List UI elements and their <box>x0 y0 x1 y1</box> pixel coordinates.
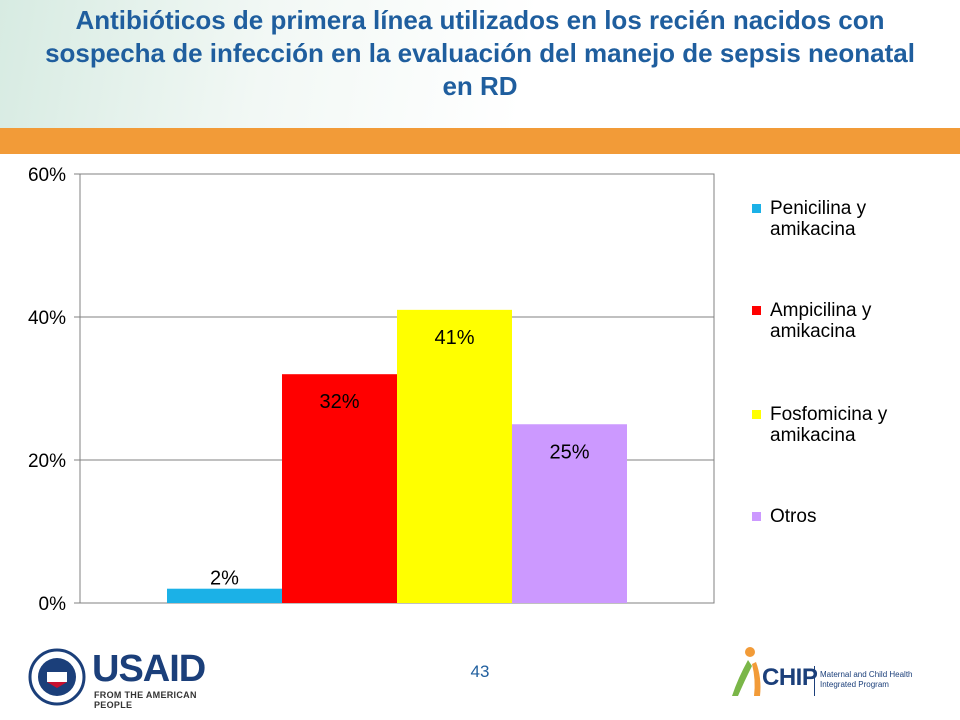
legend-label-line2: amikacina <box>770 321 856 342</box>
legend-label-line1: Otros <box>770 506 817 527</box>
mchip-wordmark: CHIP <box>762 664 818 691</box>
legend-swatch <box>752 410 761 419</box>
chart-bars <box>167 309 627 603</box>
usaid-wordmark: USAID <box>92 648 206 690</box>
legend-label-line1: Penicilina y <box>770 198 867 219</box>
bar-1 <box>167 588 282 603</box>
legend-label: Fosfomicina y amikacina <box>770 404 950 446</box>
usaid-tagline: FROM THE AMERICAN PEOPLE <box>94 690 197 710</box>
usaid-logo: USAID FROM THE AMERICAN PEOPLE <box>28 648 228 710</box>
legend-swatch <box>752 204 761 213</box>
legend-swatch <box>752 306 761 315</box>
bar-data-label: 41% <box>434 327 474 349</box>
mchip-figure-icon <box>732 647 761 696</box>
mchip-logo: CHIP Maternal and Child Health Integrate… <box>728 644 938 704</box>
bar-data-label: 32% <box>319 391 359 413</box>
legend-label-line1: Ampicilina y <box>770 300 872 321</box>
legend-label: Penicilina y amikacina <box>770 198 950 240</box>
chart-y-axis: 0% 20% 40% 60% <box>28 165 80 615</box>
legend-swatch <box>752 512 761 521</box>
bar-data-label: 25% <box>549 441 589 463</box>
y-tick-label: 20% <box>28 451 66 472</box>
header-background: Antibióticos de primera línea utilizados… <box>0 0 960 128</box>
chart-data-labels: 2% 32% 41% 25% <box>210 327 590 590</box>
y-tick-label: 40% <box>28 308 66 329</box>
legend-label: Otros <box>770 506 950 527</box>
slide-title: Antibióticos de primera línea utilizados… <box>45 5 915 101</box>
mchip-divider <box>814 666 815 696</box>
y-tick-label: 60% <box>28 165 66 186</box>
bar-chart: 2% 32% 41% 25% 0% 20% 40% 60% <box>28 165 715 615</box>
usaid-seal-icon <box>28 648 86 706</box>
legend-label: Ampicilina y amikacina <box>770 300 950 342</box>
legend-label-line1: Fosfomicina y <box>770 404 888 425</box>
bar-4 <box>512 424 627 603</box>
page-number: 43 <box>470 662 490 681</box>
bar-data-label: 2% <box>210 568 239 590</box>
legend-label-line2: amikacina <box>770 425 856 446</box>
bar-3 <box>397 309 512 603</box>
mchip-tagline: Maternal and Child Health Integrated Pro… <box>820 670 913 689</box>
orange-divider <box>0 128 960 154</box>
y-tick-label: 0% <box>39 594 67 615</box>
legend-label-line2: amikacina <box>770 219 856 240</box>
bar-2 <box>282 374 397 603</box>
